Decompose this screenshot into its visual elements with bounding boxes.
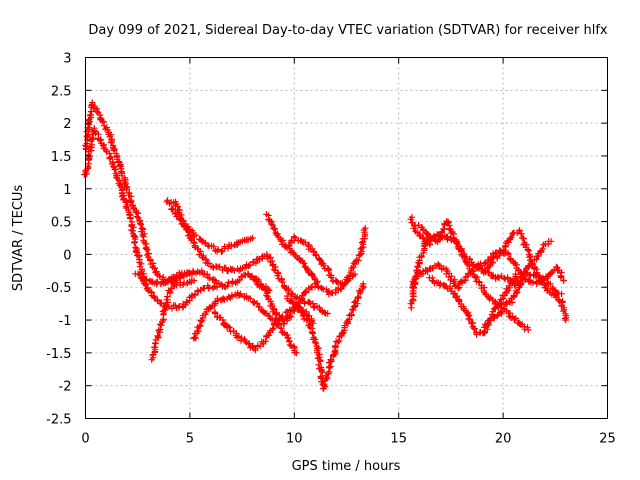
y-tick-labels: 3 2.5 2 1.5 1 0.5 0 -0.5 -1 -1.5 -2 -2.5	[46, 52, 71, 428]
y-tick-label: 3	[63, 52, 71, 67]
series-markers	[81, 125, 221, 312]
y-tick-label: 2.5	[51, 84, 72, 99]
y-tick-label: -1.5	[46, 347, 71, 362]
series-arc-18	[481, 305, 532, 334]
y-tick-label: -0.5	[46, 281, 71, 296]
y-tick-label: -2.5	[46, 413, 71, 428]
plot-frame	[85, 57, 608, 419]
y-tick-label: -1	[59, 314, 72, 329]
series-markers	[480, 227, 570, 324]
series-markers	[148, 267, 273, 363]
series-markers	[407, 214, 434, 248]
x-tick-label: 0	[81, 432, 89, 447]
axis-ticks	[85, 57, 608, 419]
y-tick-label: 0.5	[51, 216, 72, 231]
series-markers	[284, 225, 369, 298]
chart-title: Day 099 of 2021, Sidereal Day-to-day VTE…	[88, 23, 608, 38]
y-tick-label: 2	[63, 117, 71, 132]
series-markers	[415, 218, 555, 311]
x-axis-title: GPS time / hours	[292, 459, 401, 474]
series-markers	[168, 205, 256, 255]
series-arc-4	[148, 267, 273, 363]
x-tick-labels: 0 5 10 15 20 25	[81, 432, 615, 447]
series-arc-11	[284, 225, 369, 298]
series-arc-6	[168, 205, 256, 255]
series-arc-17	[480, 227, 570, 324]
series-arc-12	[283, 280, 367, 392]
series-markers	[252, 275, 319, 328]
x-tick-label: 5	[186, 432, 194, 447]
x-tick-label: 15	[390, 432, 407, 447]
y-tick-label: 1	[63, 183, 71, 198]
series-arc-15	[415, 218, 555, 311]
data-points	[81, 99, 570, 392]
y-tick-label: 1.5	[51, 150, 72, 165]
x-tick-label: 10	[286, 432, 303, 447]
y-axis-title: SDTVAR / TECUs	[11, 185, 26, 292]
series-arc-9	[252, 275, 319, 328]
y-tick-label: 0	[63, 248, 71, 263]
y-tick-label: -2	[59, 380, 72, 395]
series-markers	[283, 280, 367, 392]
series-arc-2	[81, 125, 221, 312]
series-arc-14	[409, 247, 567, 292]
x-tick-label: 20	[495, 432, 512, 447]
series-markers	[409, 247, 567, 292]
series-arc-19	[407, 214, 434, 248]
series-markers	[481, 305, 532, 334]
x-tick-label: 25	[599, 432, 616, 447]
